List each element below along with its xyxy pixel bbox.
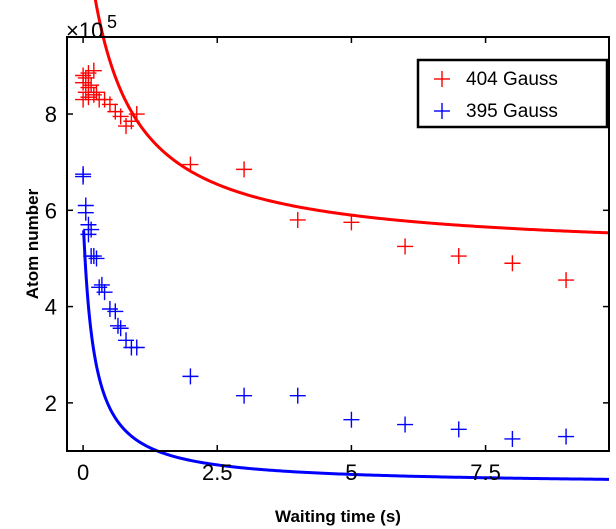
data-point-395-gauss: [450, 421, 467, 438]
x-axis-label: Waiting time (s): [275, 507, 401, 526]
data-point-395-gauss: [85, 248, 102, 265]
y-axis-label: Atom number: [23, 188, 42, 299]
legend-marker-symbol: [434, 71, 450, 87]
data-point-395-gauss: [75, 166, 92, 183]
data-point-395-gauss: [182, 368, 199, 385]
data-point-395-gauss: [88, 250, 105, 267]
fit-curve-404-gauss: [93, 0, 610, 235]
data-point-395-gauss: [504, 430, 521, 447]
y-tick-label: 8: [45, 102, 57, 127]
data-point-404-gauss: [397, 238, 414, 255]
data-point-395-gauss: [397, 416, 414, 433]
data-point-395-gauss: [343, 411, 360, 428]
y-exponent-base: ×10: [66, 18, 103, 43]
plot-frame: [66, 36, 610, 452]
data-point-404-gauss: [88, 84, 105, 101]
legend-label-404-gauss: 404 Gauss: [466, 69, 558, 90]
data-point-395-gauss: [289, 387, 306, 404]
data-point-404-gauss: [289, 211, 306, 228]
data-point-404-gauss: [558, 272, 575, 289]
data-point-404-gauss: [85, 62, 102, 79]
data-point-404-gauss: [504, 255, 521, 272]
legend-marker-404-gauss: [434, 71, 450, 87]
x-tick-label: 0: [77, 460, 89, 485]
legend-label-395-gauss: 395 Gauss: [466, 101, 558, 122]
data-point-404-gauss: [236, 161, 253, 178]
y-tick-label: 4: [45, 295, 57, 320]
data-point-395-gauss: [236, 387, 253, 404]
fit-curve-395-gauss: [82, 230, 610, 481]
data-point-395-gauss: [558, 428, 575, 445]
data-point-395-gauss: [83, 221, 100, 238]
y-exponent-power: 5: [107, 12, 117, 32]
legend-marker-395-gauss: [434, 103, 450, 119]
x-tick-label: 7.5: [470, 460, 501, 485]
plot-area: [75, 0, 610, 481]
data-point-395-gauss: [109, 317, 126, 334]
data-point-404-gauss: [128, 106, 145, 123]
x-tick-label: 5: [345, 460, 357, 485]
data-point-395-gauss: [107, 303, 124, 320]
data-point-395-gauss: [93, 276, 110, 293]
legend-marker-symbol: [434, 103, 450, 119]
data-point-395-gauss: [128, 339, 145, 356]
legend-box: [416, 58, 609, 129]
legend: 404 Gauss 395 Gauss: [416, 58, 609, 129]
data-point-395-gauss: [96, 284, 113, 301]
data-point-404-gauss: [343, 214, 360, 231]
y-tick-label: 2: [45, 391, 57, 416]
y-tick-label: 6: [45, 198, 57, 223]
axis-ticks: 0 2.5 5 7.5 2 4 6 8: [45, 37, 609, 485]
data-point-404-gauss: [450, 248, 467, 265]
data-point-395-gauss: [112, 320, 129, 337]
data-point-404-gauss: [112, 108, 129, 125]
x-tick-label: 2.5: [202, 460, 233, 485]
data-point-395-gauss: [77, 204, 94, 221]
data-point-404-gauss: [182, 156, 199, 173]
